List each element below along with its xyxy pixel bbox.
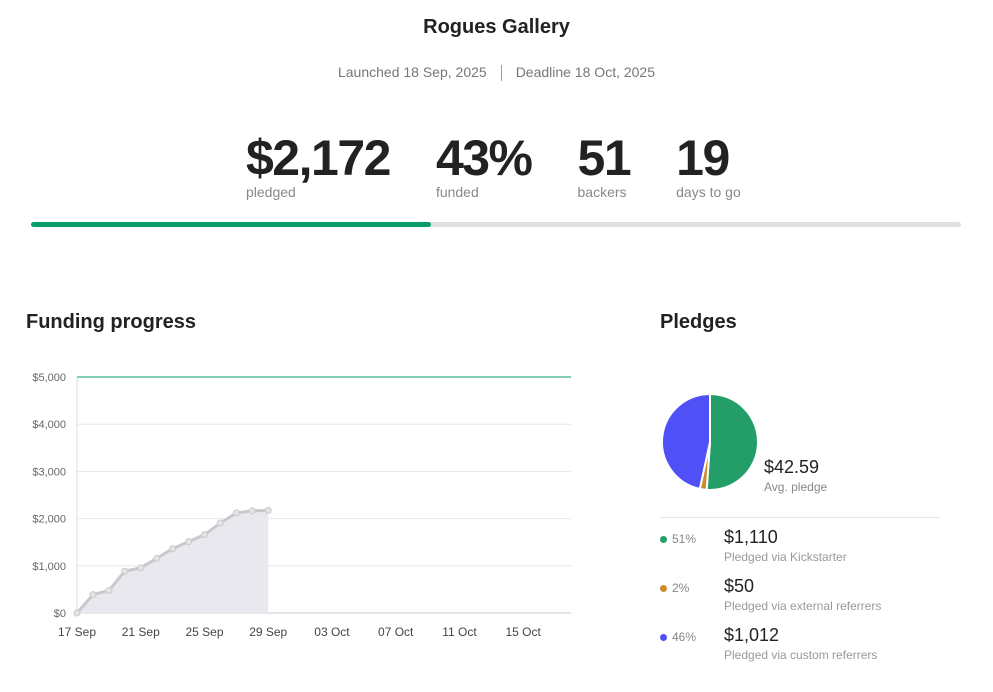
data-point [232,509,240,517]
area-fill [77,510,269,613]
stat-backers: 51 backers [577,130,632,200]
legend-dot [660,536,667,543]
data-point [121,567,129,575]
pct-text: 46% [672,630,697,644]
pledge-pct: 46% [660,625,724,662]
stat-label: backers [577,184,627,200]
data-point [105,587,113,595]
stat-value: $2,172 [246,130,391,186]
progress-fill [31,222,431,227]
x-tick-label: 25 Sep [185,625,223,639]
pie-slice [705,392,759,491]
divider [500,65,502,82]
launched-date: Launched 18 Sep, 2025 [337,64,487,80]
x-tick-label: 15 Oct [506,625,542,639]
divider [660,517,940,518]
data-point [185,538,193,546]
pledge-label: Pledged via external referrers [724,599,882,613]
funding-progress-bar [31,222,961,227]
deadline-date: Deadline 18 Oct, 2025 [515,64,656,80]
avg-pledge-value: $42.59 [764,457,820,477]
x-tick-label: 07 Oct [378,625,414,639]
project-dates: Launched 18 Sep, 2025 Deadline 18 Oct, 20… [0,64,993,82]
pct-text: 51% [672,532,697,546]
x-tick-label: 29 Sep [249,625,287,639]
stat-label: days to go [676,184,741,200]
stats: $2,172 pledged 43% funded 51 backers 19 days… [246,130,787,200]
pledge-label: Pledged via Kickstarter [724,550,847,564]
pledge-source-custom: 46% $1,012 Pledged via custom referrers [660,625,877,662]
stat-days: 19 days to go [676,130,741,200]
y-tick-label: $0 [54,608,66,620]
y-tick-label: $5,000 [32,372,66,384]
legend-dot [660,634,667,641]
stat-value: 51 [577,130,632,186]
data-point [216,519,224,527]
pledge-source-kickstarter: 51% $1,110 Pledged via Kickstarter [660,527,847,564]
funding-progress-heading: Funding progress [26,311,196,333]
data-point [169,545,177,553]
stat-funded: 43% funded [435,130,533,200]
data-point [73,609,81,617]
pledge-amount: $50 [724,576,755,596]
y-tick-label: $2,000 [32,514,66,526]
data-point [248,507,256,515]
pie-slice [661,392,711,491]
x-tick-label: 11 Oct [442,625,477,639]
pledge-pct: 51% [660,527,724,564]
y-tick-label: $1,000 [32,561,66,573]
project-title: Rogues Gallery [423,16,570,38]
avg-pledge: $42.59 Avg. pledge [764,457,827,494]
x-tick-label: 21 Sep [122,625,160,639]
stat-pledged: $2,172 pledged [246,130,391,200]
pledge-amount: $1,012 [724,625,780,645]
data-point [89,591,97,599]
y-tick-label: $4,000 [32,419,66,431]
avg-pledge-label: Avg. pledge [764,480,828,494]
y-tick-label: $3,000 [32,466,66,478]
x-tick-label: 03 Oct [314,625,350,639]
data-point [137,564,145,572]
pledge-amount: $1,110 [724,527,778,547]
pledges-heading: Pledges [660,311,737,333]
stat-value: 43% [435,130,533,186]
pledge-pct: 2% [660,576,724,613]
stat-label: pledged [246,184,296,200]
x-tick-label: 17 Sep [58,625,96,639]
pledges-pie-chart [661,392,759,491]
pledge-label: Pledged via custom referrers [724,648,878,662]
data-point [153,554,161,562]
stat-label: funded [435,184,479,200]
stat-value: 19 [676,130,730,186]
pledge-source-external: 2% $50 Pledged via external referrers [660,576,881,613]
data-point [200,531,208,539]
pct-text: 2% [672,581,690,595]
legend-dot [660,585,667,592]
data-point [264,506,272,514]
funding-chart: $0 $1,000 $2,000 $3,000 $4,000 $5,000 17 Sep 21… [32,372,571,639]
